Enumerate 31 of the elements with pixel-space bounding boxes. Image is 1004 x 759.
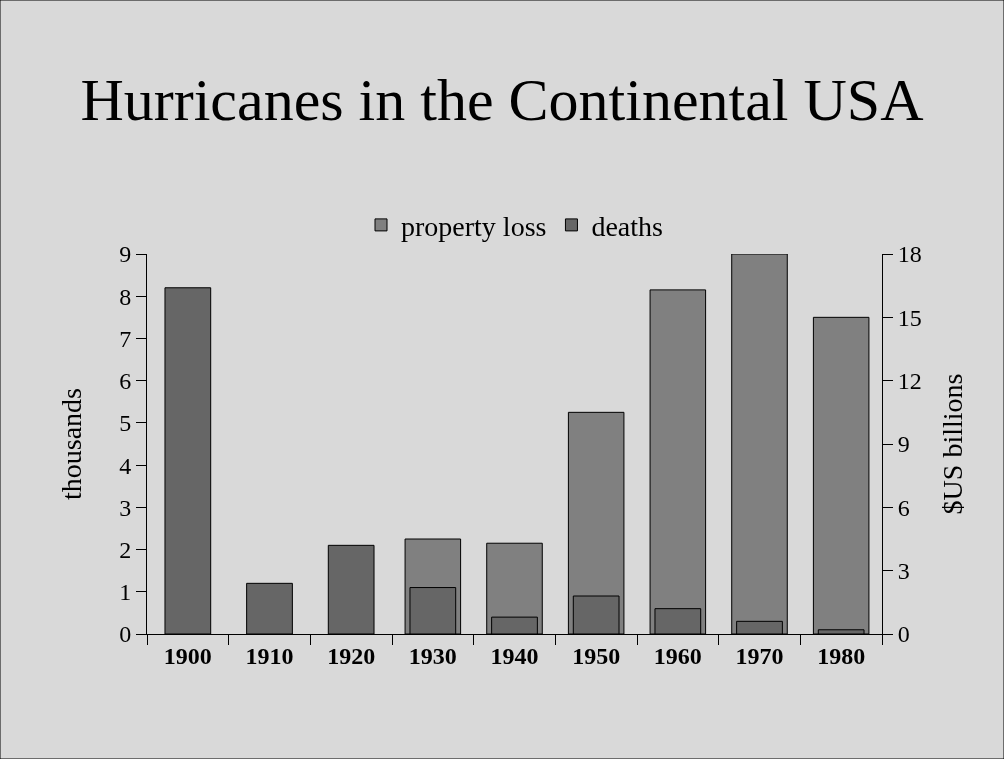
- x-tick-label: 1920: [327, 642, 376, 669]
- y2-tick-label: 15: [897, 304, 922, 331]
- y-tick-label: 5: [119, 410, 132, 437]
- legend-label: property loss: [401, 210, 547, 242]
- y-axis-title: thousands: [56, 388, 87, 500]
- y-tick-label: 1: [119, 579, 132, 606]
- x-tick-label: 1930: [408, 642, 457, 669]
- y-tick-label: 8: [119, 283, 132, 310]
- x-tick-label: 1940: [490, 642, 539, 669]
- y-tick-label: 6: [119, 368, 132, 395]
- y-tick-label: 4: [119, 452, 132, 479]
- y2-tick-label: 12: [897, 368, 922, 395]
- x-tick-label: 1900: [163, 642, 212, 669]
- y2-tick-label: 6: [897, 494, 910, 521]
- x-tick-label: 1950: [572, 642, 621, 669]
- y-tick-label: 9: [119, 241, 132, 268]
- x-tick-label: 1980: [817, 642, 866, 669]
- y-tick-label: 7: [119, 325, 132, 352]
- y2-tick-label: 18: [897, 241, 922, 268]
- y2-tick-label: 3: [897, 558, 910, 585]
- y2-tick-label: 9: [897, 431, 910, 458]
- y2-tick-label: 0: [897, 621, 910, 648]
- x-tick-label: 1970: [735, 642, 784, 669]
- chart-title: Hurricanes in the Continental USA: [80, 66, 924, 133]
- x-tick-label: 1960: [653, 642, 702, 669]
- y-tick-label: 0: [119, 621, 132, 648]
- y-tick-label: 2: [119, 536, 132, 563]
- x-tick-label: 1910: [245, 642, 294, 669]
- legend-label: deaths: [591, 210, 663, 242]
- y2-axis-title: $US billions: [937, 373, 968, 515]
- y-tick-label: 3: [119, 494, 132, 521]
